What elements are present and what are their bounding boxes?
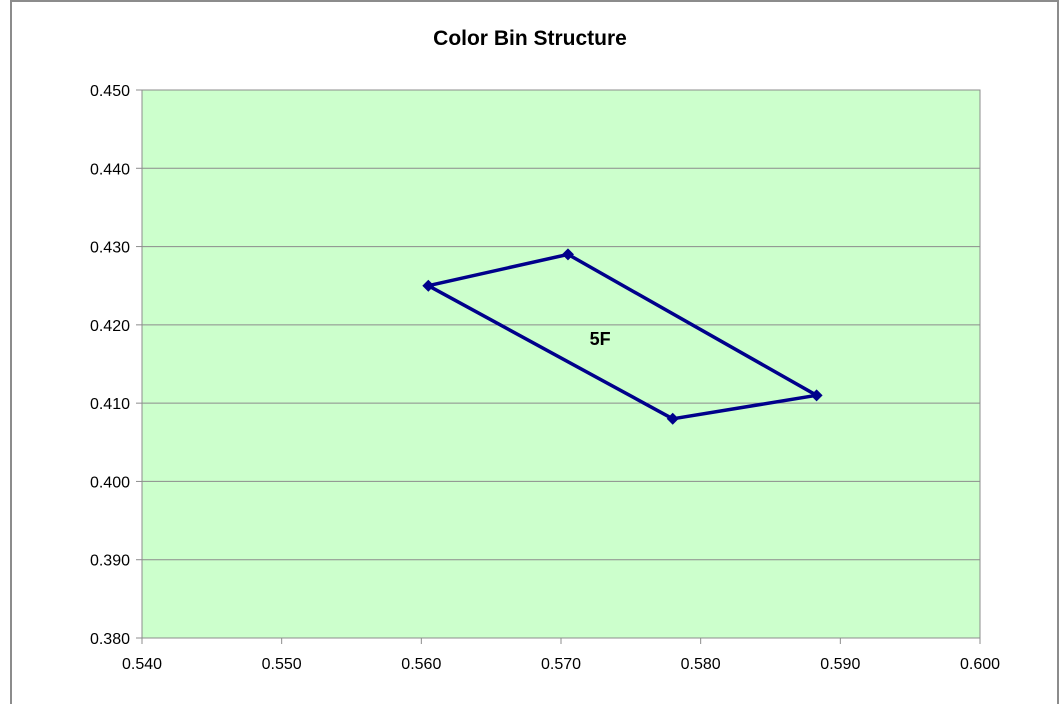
y-tick-label: 0.410 bbox=[90, 396, 130, 413]
y-tick-label: 0.450 bbox=[90, 83, 130, 100]
annotation-label: 5F bbox=[590, 329, 611, 349]
series-layer bbox=[422, 248, 823, 425]
y-tick-label: 0.390 bbox=[90, 553, 130, 570]
data-point bbox=[666, 412, 679, 425]
plot-area bbox=[141, 89, 981, 639]
annotations: 5F bbox=[590, 329, 611, 349]
y-tick-label: 0.440 bbox=[90, 161, 130, 178]
x-tick-label: 0.540 bbox=[122, 656, 162, 673]
data-point bbox=[561, 248, 574, 261]
data-point bbox=[422, 279, 435, 292]
data-point bbox=[810, 389, 823, 402]
x-tick-label: 0.590 bbox=[820, 656, 860, 673]
y-tick-labels: 0.380 0.390 0.400 0.410 0.420 0.430 0.440 0.450 bbox=[90, 83, 130, 648]
x-tick-label: 0.580 bbox=[681, 656, 721, 673]
y-tick-label: 0.430 bbox=[90, 240, 130, 257]
x-tick-label: 0.600 bbox=[960, 656, 1000, 673]
x-tick-label: 0.560 bbox=[401, 656, 441, 673]
x-tick-label: 0.550 bbox=[262, 656, 302, 673]
y-tick-label: 0.380 bbox=[90, 631, 130, 648]
y-tick-label: 0.420 bbox=[90, 318, 130, 335]
x-tick-label: 0.570 bbox=[541, 656, 581, 673]
chart-frame bbox=[10, 0, 1059, 704]
x-tick-labels: 0.540 0.550 0.560 0.570 0.580 0.590 0.600 bbox=[122, 656, 1000, 673]
gridlines bbox=[142, 89, 980, 561]
axes bbox=[136, 89, 981, 644]
chart-title: Color Bin Structure bbox=[433, 27, 627, 50]
y-tick-label: 0.400 bbox=[90, 474, 130, 491]
